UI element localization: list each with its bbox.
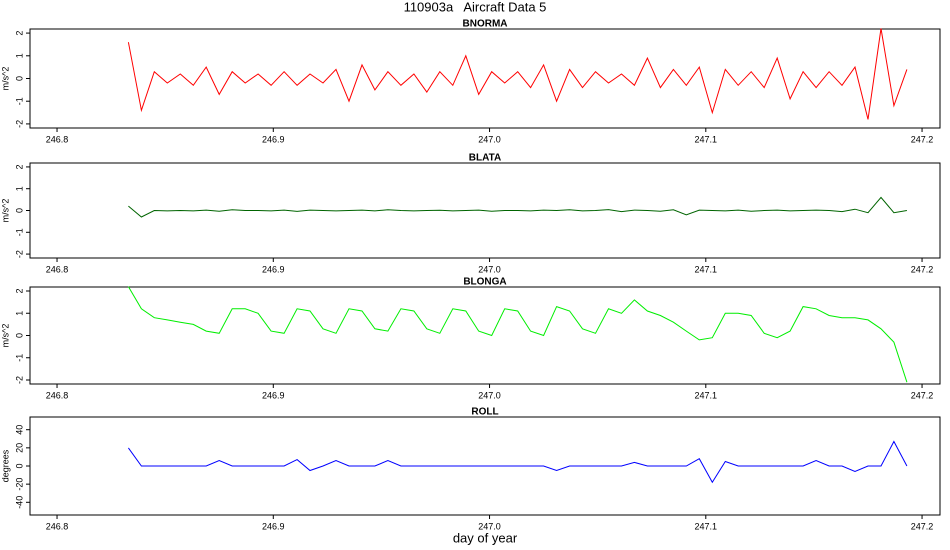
x-tick-label: 247.1 xyxy=(695,264,718,274)
x-tick-label: 247.2 xyxy=(911,134,934,144)
x-tick-label: 246.8 xyxy=(46,264,69,274)
y-axis-label: m/s^2 xyxy=(0,67,10,91)
y-tick-label: 20 xyxy=(14,443,24,453)
x-tick-label: 247.0 xyxy=(478,264,501,274)
y-tick-label: 0 xyxy=(14,333,24,338)
y-tick-label: -2 xyxy=(14,376,24,384)
y-axis-label: degrees xyxy=(0,449,10,482)
x-tick-label: 247.0 xyxy=(478,521,501,531)
y-tick-label: -1 xyxy=(14,354,24,362)
data-line xyxy=(127,28,908,120)
figure-title: 110903a Aircraft Data 5 xyxy=(404,0,547,14)
data-line xyxy=(128,196,907,218)
y-tick-label: -2 xyxy=(14,120,24,128)
y-tick-label: -40 xyxy=(14,496,24,509)
y-axis-label: m/s^2 xyxy=(0,324,10,348)
x-tick-label: 246.8 xyxy=(46,390,69,400)
y-tick-label: 2 xyxy=(14,31,24,36)
panel-title: BNORMA xyxy=(463,19,508,30)
x-tick-label: 246.9 xyxy=(262,264,285,274)
panel-frame xyxy=(29,28,941,129)
x-tick-label: 247.1 xyxy=(695,390,718,400)
x-tick-label: 247.2 xyxy=(911,521,934,531)
y-tick-label: 0 xyxy=(14,76,24,81)
y-tick-label: -20 xyxy=(14,478,24,491)
y-tick-label: 1 xyxy=(14,186,24,191)
panel-title: BLATA xyxy=(469,153,501,164)
y-tick-label: 1 xyxy=(14,53,24,58)
panel-title: ROLL xyxy=(471,407,498,418)
x-tick-label: 246.9 xyxy=(262,134,285,144)
y-tick-label: 0 xyxy=(14,208,24,213)
y-tick-label: 0 xyxy=(14,463,24,468)
data-line xyxy=(127,286,908,383)
x-axis-label: day of year xyxy=(453,530,518,545)
y-tick-label: -2 xyxy=(14,250,24,258)
y-tick-label: 2 xyxy=(14,288,24,293)
y-axis-label: m/s^2 xyxy=(0,199,10,223)
y-tick-label: -1 xyxy=(14,228,24,236)
y-tick-label: 1 xyxy=(14,311,24,316)
x-tick-label: 247.2 xyxy=(911,264,934,274)
y-tick-label: 40 xyxy=(14,425,24,435)
panel-frame xyxy=(29,286,941,385)
x-tick-label: 246.9 xyxy=(262,521,285,531)
x-tick-label: 246.8 xyxy=(46,134,69,144)
x-tick-label: 247.0 xyxy=(478,134,501,144)
data-line xyxy=(127,440,908,484)
x-tick-label: 246.8 xyxy=(46,521,69,531)
panel-title: BLONGA xyxy=(463,277,506,288)
y-tick-label: -1 xyxy=(14,97,24,105)
x-tick-label: 246.9 xyxy=(262,390,285,400)
x-tick-label: 247.0 xyxy=(478,390,501,400)
x-tick-label: 247.1 xyxy=(695,134,718,144)
x-tick-label: 247.1 xyxy=(695,521,718,531)
y-tick-label: 2 xyxy=(14,164,24,169)
x-tick-label: 247.2 xyxy=(911,390,934,400)
